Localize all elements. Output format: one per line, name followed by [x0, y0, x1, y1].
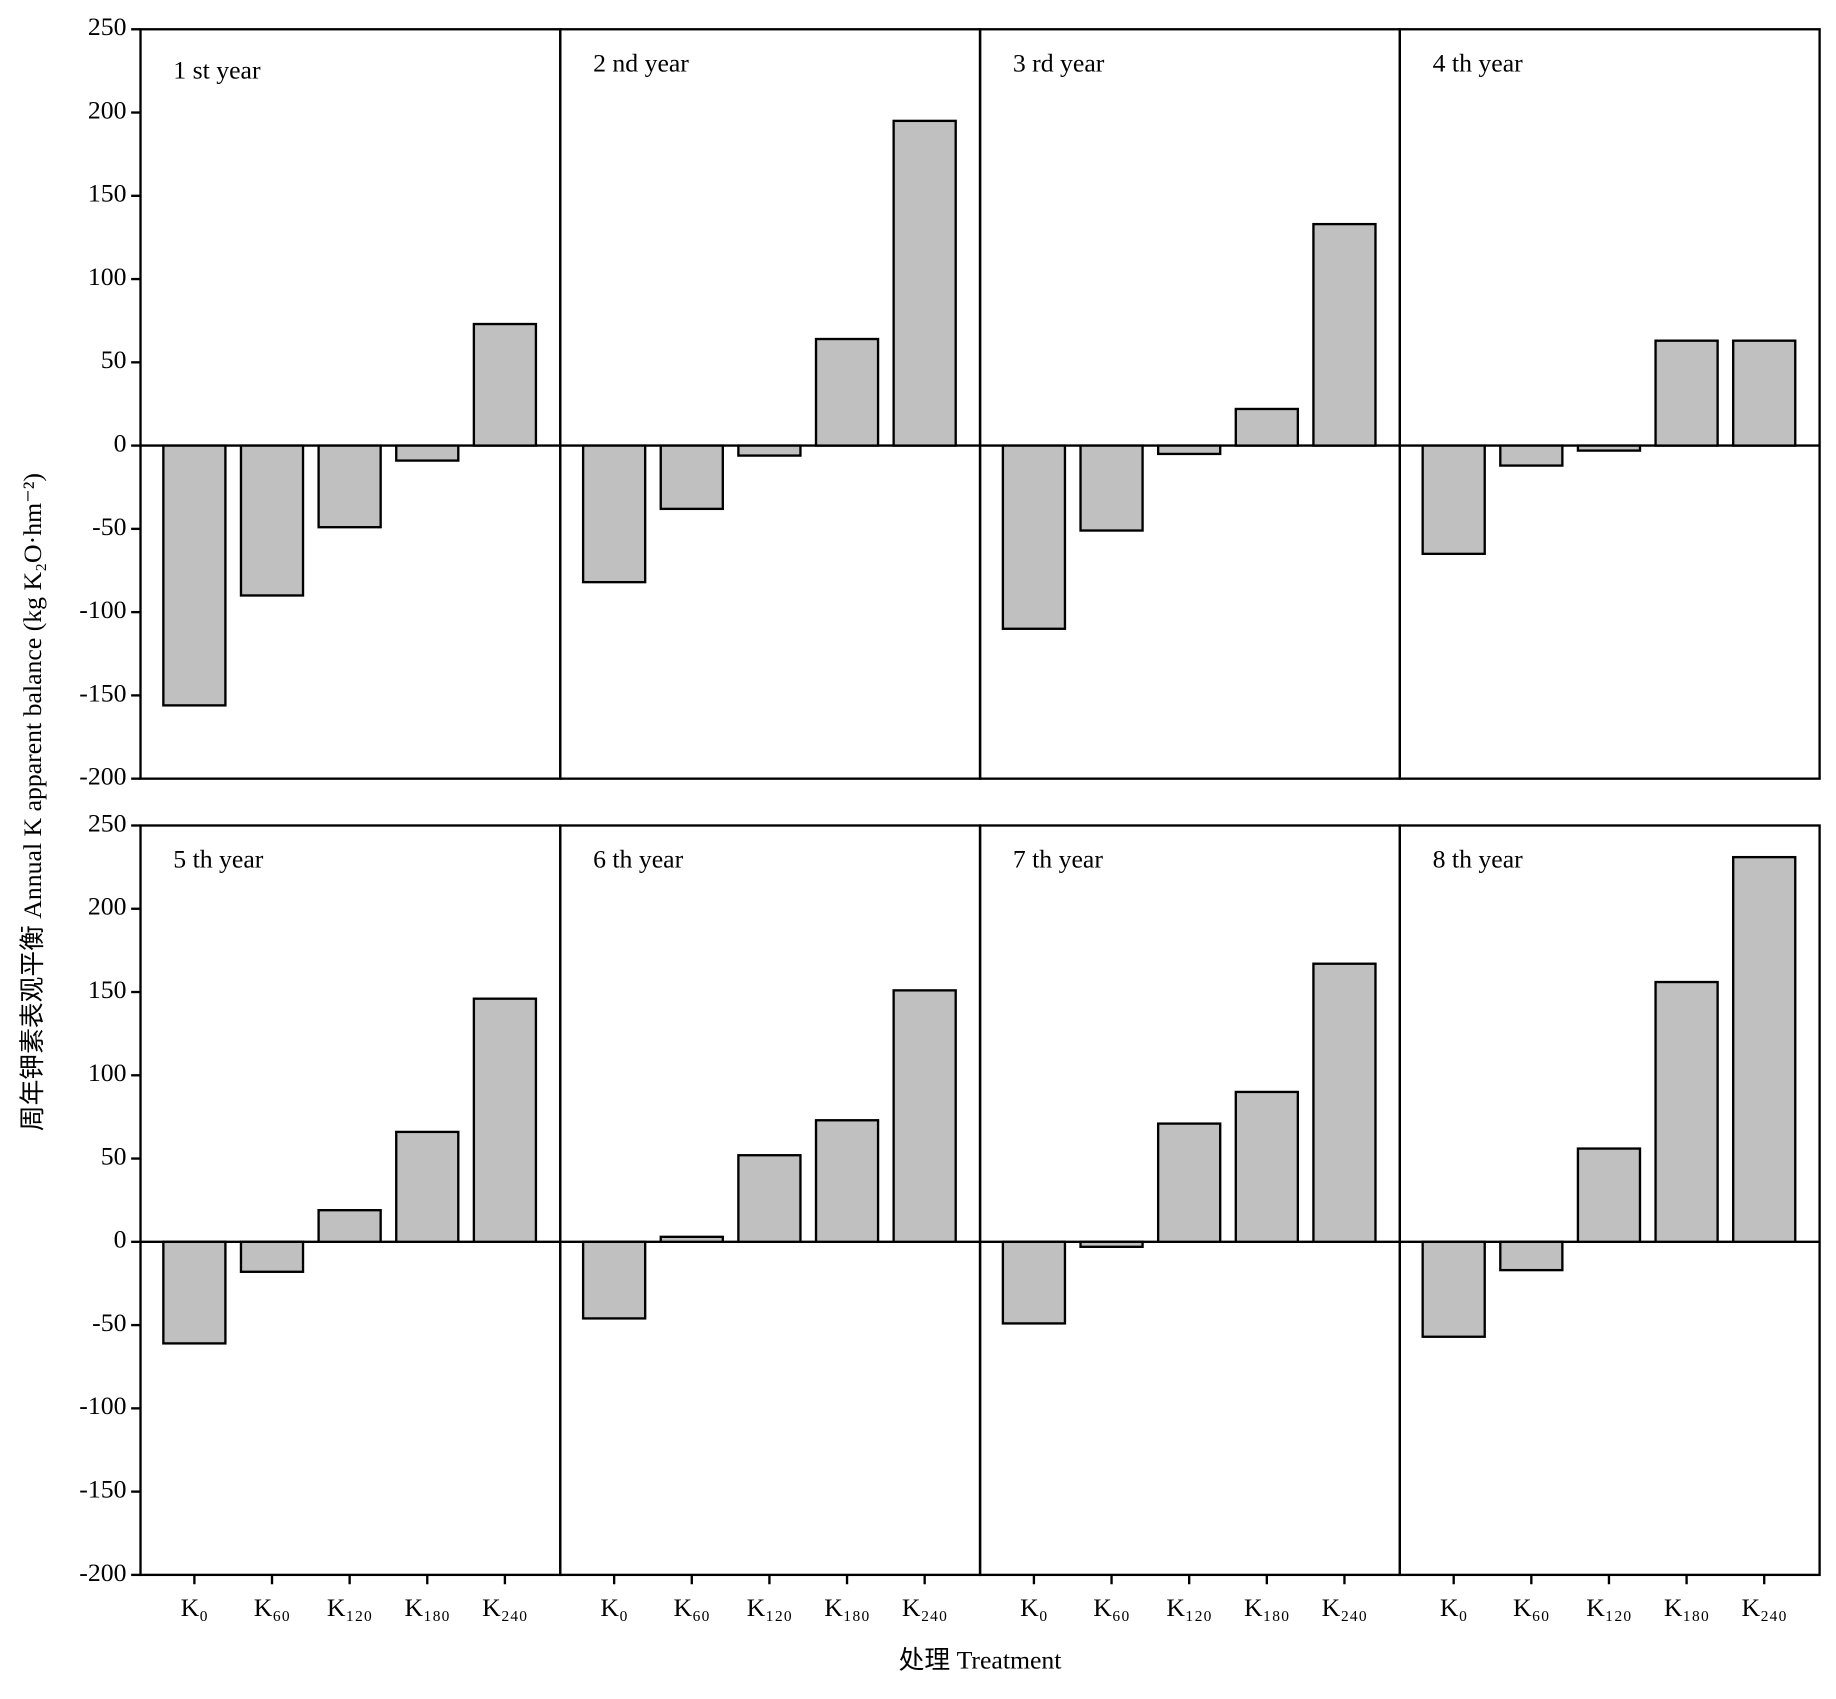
bar	[162, 444, 227, 707]
x-tick-label: K₂₄₀	[1322, 1593, 1368, 1622]
y-tick-label: 100	[88, 1058, 127, 1087]
x-tick-label: K₆₀	[673, 1593, 710, 1622]
bar	[395, 1130, 460, 1243]
panel-title: 7 th year	[1013, 845, 1104, 874]
panel-title: 2 nd year	[593, 48, 689, 77]
x-tick-label: K₁₂₀	[747, 1593, 793, 1622]
y-tick-label: 0	[114, 1225, 127, 1254]
x-tick-label: K₀	[600, 1593, 628, 1622]
y-tick-label: 200	[88, 95, 127, 124]
bar	[814, 337, 880, 447]
bar	[1156, 1122, 1222, 1243]
bar	[1421, 444, 1486, 556]
x-tick-label: K₁₈₀	[405, 1593, 451, 1622]
bar	[162, 1240, 227, 1345]
bar	[737, 1154, 802, 1243]
panel-title: 5 th year	[173, 845, 264, 874]
y-tick-label: 200	[88, 892, 127, 921]
bar	[1654, 980, 1719, 1243]
y-tick-label: 50	[101, 1141, 127, 1170]
y-tick-label: -50	[92, 512, 126, 541]
y-tick-label: -200	[79, 1558, 126, 1587]
y-tick-label: 250	[88, 12, 127, 41]
bar	[1312, 962, 1377, 1243]
bar	[892, 989, 957, 1243]
y-tick-label: 150	[88, 975, 127, 1004]
y-tick-label: -100	[79, 1391, 126, 1420]
panel-title: 1 st year	[173, 56, 261, 85]
bar	[814, 1119, 880, 1243]
bar	[581, 444, 647, 584]
bar	[1499, 444, 1564, 467]
x-tick-label: K₆₀	[1093, 1593, 1130, 1622]
x-tick-label: K₀	[1020, 1593, 1048, 1622]
x-tick-label: K₂₄₀	[902, 1593, 948, 1622]
bar	[1312, 222, 1377, 447]
bar	[395, 444, 460, 462]
bar	[737, 444, 802, 457]
bar	[1156, 444, 1222, 456]
x-tick-label: K₂₄₀	[482, 1593, 528, 1622]
panel-title: 4 th year	[1433, 48, 1524, 77]
y-tick-label: 0	[114, 429, 127, 458]
y-tick-label: 50	[101, 345, 127, 374]
x-tick-label: K₂₄₀	[1741, 1593, 1787, 1622]
y-tick-label: -150	[79, 678, 126, 707]
panel-frame	[1398, 28, 1821, 780]
bar	[892, 119, 957, 447]
x-tick-label: K₁₈₀	[824, 1593, 870, 1622]
x-tick-label: K₁₂₀	[1586, 1593, 1632, 1622]
panel-title: 8 th year	[1433, 845, 1524, 874]
bar	[1576, 444, 1642, 452]
bar	[1732, 339, 1797, 447]
bar	[581, 1240, 647, 1320]
bar	[1079, 1240, 1144, 1248]
panel-title: 6 th year	[593, 845, 684, 874]
x-tick-label: K₁₈₀	[1664, 1593, 1710, 1622]
bar	[1234, 1090, 1300, 1243]
y-tick-label: -200	[79, 762, 126, 791]
bar	[472, 322, 538, 447]
y-tick-label: 150	[88, 179, 127, 208]
x-tick-label: K₀	[1440, 1593, 1468, 1622]
bar	[659, 444, 724, 511]
bar	[1421, 1240, 1486, 1338]
bar	[1732, 855, 1797, 1243]
x-tick-label: K₁₈₀	[1244, 1593, 1290, 1622]
bar	[317, 1209, 382, 1243]
bar	[1079, 444, 1144, 532]
x-tick-label: K₆₀	[254, 1593, 291, 1622]
bar	[659, 1235, 724, 1243]
x-axis-label: 处理 Treatment	[899, 1646, 1062, 1675]
bar	[1654, 339, 1719, 447]
bar	[239, 444, 305, 597]
x-tick-label: K₁₂₀	[327, 1593, 373, 1622]
bar	[1234, 407, 1300, 447]
y-tick-label: -150	[79, 1475, 126, 1504]
bar	[239, 1240, 305, 1273]
bar	[1499, 1240, 1564, 1272]
x-tick-label: K₆₀	[1513, 1593, 1550, 1622]
y-tick-label: 100	[88, 262, 127, 291]
bar	[317, 444, 382, 529]
y-axis-label: 周年钾素表观平衡 Annual K apparent balance (kg K…	[18, 473, 47, 1131]
y-tick-label: 250	[88, 808, 127, 837]
bar	[472, 997, 538, 1243]
panel-title: 3 rd year	[1013, 48, 1105, 77]
bar	[1001, 444, 1067, 630]
bar	[1576, 1147, 1642, 1243]
y-tick-label: -100	[79, 595, 126, 624]
y-tick-label: -50	[92, 1308, 126, 1337]
x-tick-label: K₁₂₀	[1166, 1593, 1212, 1622]
bar	[1001, 1240, 1067, 1325]
x-tick-label: K₀	[181, 1593, 209, 1622]
